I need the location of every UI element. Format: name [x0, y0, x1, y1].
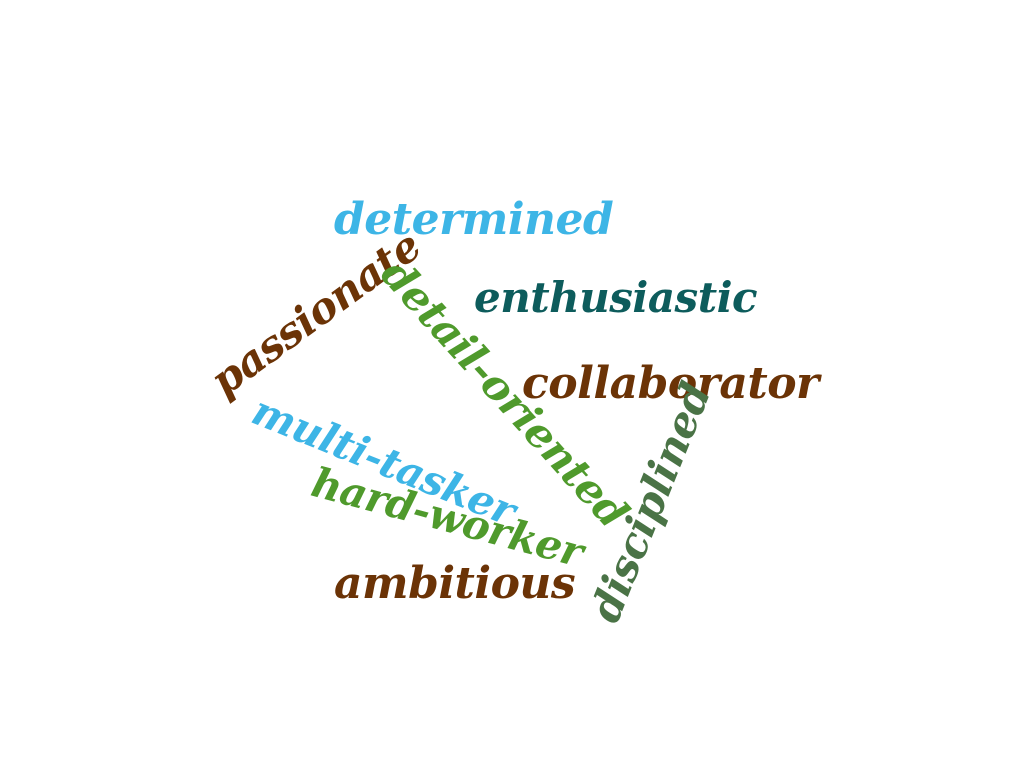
- word-ambitious: ambitious: [334, 558, 576, 609]
- word-enthusiastic: enthusiastic: [474, 273, 758, 322]
- word-passionate: passionate: [201, 220, 430, 406]
- word-collaborator: collaborator: [522, 358, 819, 409]
- word-determined: determined: [334, 194, 614, 245]
